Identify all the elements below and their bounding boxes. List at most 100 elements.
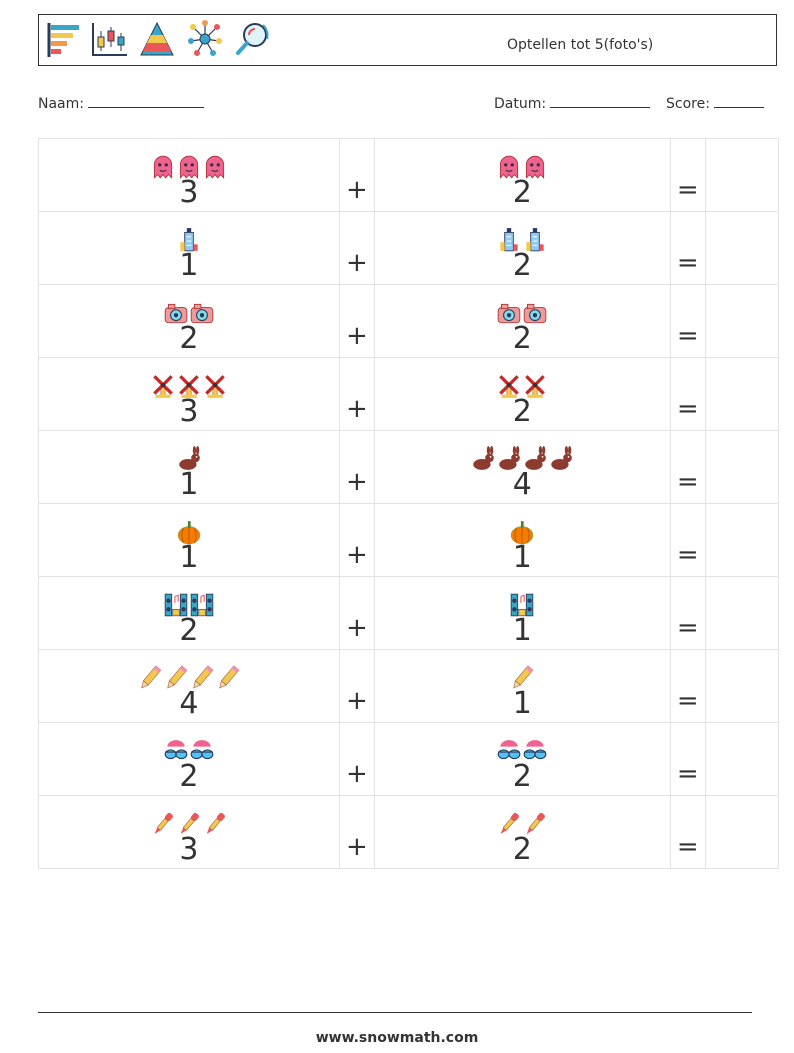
windmill-icon bbox=[205, 375, 225, 398]
second-operand-pictures bbox=[375, 590, 670, 618]
plus-cell: + bbox=[338, 357, 375, 431]
first-operand-pictures bbox=[39, 371, 339, 399]
second-operand-pictures bbox=[375, 663, 670, 691]
first-operand-number: 2 bbox=[179, 613, 199, 648]
second-operand-pictures bbox=[375, 736, 670, 764]
equals-cell: = bbox=[669, 284, 706, 358]
plus-sign: + bbox=[345, 759, 368, 789]
date-field: Datum: bbox=[494, 93, 651, 112]
problem-row: 3 +2 = bbox=[38, 357, 780, 431]
building-icon bbox=[526, 228, 544, 252]
second-operand: 2 bbox=[373, 795, 671, 869]
answer-box[interactable] bbox=[704, 722, 780, 796]
first-operand: 1 bbox=[38, 430, 340, 504]
first-operand-pictures bbox=[39, 298, 339, 326]
answer-box[interactable] bbox=[704, 576, 780, 650]
name-blank bbox=[88, 93, 204, 108]
first-operand-number: 1 bbox=[179, 540, 199, 575]
second-operand-pictures bbox=[375, 809, 670, 837]
bar-chart-icon bbox=[47, 23, 79, 57]
second-operand-number: 2 bbox=[512, 832, 532, 867]
second-operand-number: 2 bbox=[512, 248, 532, 283]
second-operand-number: 2 bbox=[512, 394, 532, 429]
plus-cell: + bbox=[338, 430, 375, 504]
camera-icon bbox=[164, 303, 188, 324]
ghost-icon bbox=[179, 155, 199, 179]
equals-sign: = bbox=[676, 686, 699, 716]
problem-row: 2 +2 = bbox=[38, 722, 780, 796]
second-operand-number: 1 bbox=[512, 540, 532, 575]
equals-cell: = bbox=[669, 649, 706, 723]
first-operand-pictures bbox=[39, 736, 339, 764]
answer-box[interactable] bbox=[704, 284, 780, 358]
problem-row: 1 +4 = bbox=[38, 430, 780, 504]
first-operand-pictures bbox=[39, 663, 339, 691]
first-operand-pictures bbox=[39, 590, 339, 618]
answer-box[interactable] bbox=[704, 357, 780, 431]
sunglasses-icon bbox=[164, 740, 188, 760]
second-operand-pictures bbox=[375, 371, 670, 399]
pumpkin-icon bbox=[511, 521, 534, 545]
second-operand: 1 bbox=[373, 649, 671, 723]
plus-cell: + bbox=[338, 284, 375, 358]
problem-row: 3 +2 = bbox=[38, 138, 780, 212]
answer-box[interactable] bbox=[704, 795, 780, 869]
first-operand-number: 2 bbox=[179, 759, 199, 794]
camera-icon bbox=[498, 303, 521, 324]
first-operand-number: 1 bbox=[179, 248, 199, 283]
equals-cell: = bbox=[669, 430, 706, 504]
score-label: Score: bbox=[666, 96, 710, 112]
first-operand: 3 bbox=[38, 138, 340, 212]
second-operand-pictures bbox=[375, 517, 670, 545]
pencil-icon bbox=[193, 665, 214, 689]
first-operand-pictures bbox=[39, 444, 339, 472]
problem-row: 4 +1 = bbox=[38, 649, 780, 723]
plus-sign: + bbox=[345, 321, 368, 351]
answer-box[interactable] bbox=[704, 430, 780, 504]
plus-cell: + bbox=[338, 138, 375, 212]
pencil-icon bbox=[219, 665, 240, 689]
equals-sign: = bbox=[676, 175, 699, 205]
camera-icon bbox=[524, 303, 547, 324]
first-operand-number: 1 bbox=[179, 467, 199, 502]
plus-cell: + bbox=[338, 576, 375, 650]
first-operand-number: 2 bbox=[179, 321, 199, 356]
second-operand-number: 2 bbox=[512, 759, 532, 794]
first-operand: 1 bbox=[38, 503, 340, 577]
building-icon bbox=[500, 228, 518, 252]
answer-box[interactable] bbox=[704, 503, 780, 577]
second-operand-number: 4 bbox=[512, 467, 532, 502]
first-operand: 3 bbox=[38, 795, 340, 869]
first-operand: 2 bbox=[38, 284, 340, 358]
first-operand-number: 3 bbox=[179, 832, 199, 867]
sunglasses-icon bbox=[497, 740, 521, 760]
second-operand: 2 bbox=[373, 357, 671, 431]
first-operand-pictures bbox=[39, 517, 339, 545]
date-blank bbox=[550, 93, 651, 108]
plus-cell: + bbox=[338, 211, 375, 285]
plus-cell: + bbox=[338, 503, 375, 577]
first-operand: 1 bbox=[38, 211, 340, 285]
answer-box[interactable] bbox=[704, 211, 780, 285]
answer-box[interactable] bbox=[704, 138, 780, 212]
first-operand-pictures bbox=[39, 809, 339, 837]
pencil-icon bbox=[513, 665, 534, 689]
second-operand: 1 bbox=[373, 503, 671, 577]
ghost-icon bbox=[526, 155, 545, 179]
second-operand-pictures bbox=[375, 444, 670, 472]
speakers-icon bbox=[164, 593, 188, 617]
sunglasses-icon bbox=[190, 740, 214, 760]
windmill-icon bbox=[179, 375, 199, 398]
equals-cell: = bbox=[669, 795, 706, 869]
plus-sign: + bbox=[345, 394, 368, 424]
equals-sign: = bbox=[676, 467, 699, 497]
pumpkin-icon bbox=[177, 521, 201, 545]
header-icons bbox=[45, 19, 273, 59]
answer-box[interactable] bbox=[704, 649, 780, 723]
equals-sign: = bbox=[676, 248, 699, 278]
equals-cell: = bbox=[669, 211, 706, 285]
problem-row: 3 +2 = bbox=[38, 795, 780, 869]
speakers-icon bbox=[190, 593, 214, 617]
worksheet-title: Optellen tot 5(foto's) bbox=[507, 37, 654, 53]
plus-cell: + bbox=[338, 649, 375, 723]
